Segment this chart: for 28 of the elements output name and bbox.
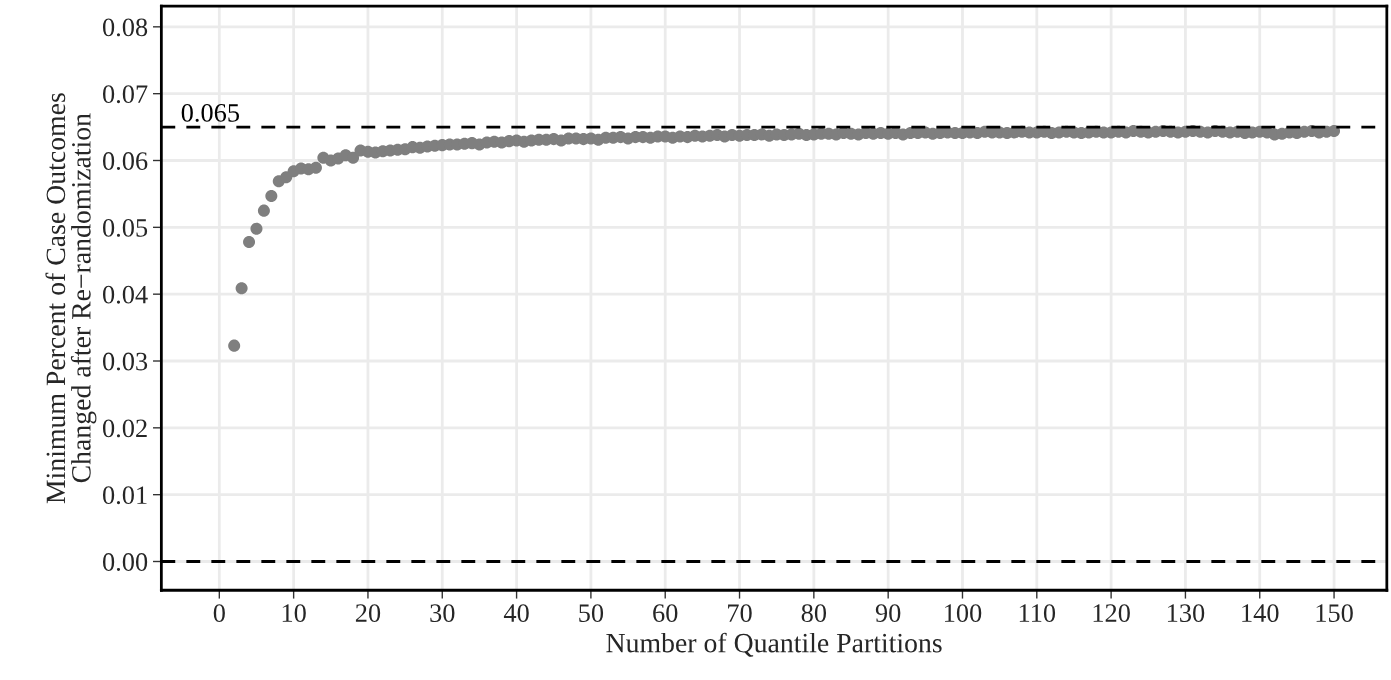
x-tick-label: 40 <box>503 604 529 623</box>
x-axis-title: Number of Quantile Partitions <box>606 632 942 657</box>
x-tick-label: 10 <box>282 604 306 623</box>
x-tick-label: 50 <box>579 604 604 623</box>
x-tick-label: 80 <box>801 604 827 623</box>
y-axis-title: Minimum Percent of Case Outcomes Changed after Re−randomization <box>45 93 97 504</box>
x-tick-label: 150 <box>1316 604 1353 623</box>
x-tick-label: 0 <box>213 604 225 623</box>
x-tick-label: 20 <box>355 604 381 623</box>
y-tick-label: 0.05 <box>102 218 148 237</box>
y-tick-label: 0.02 <box>102 419 147 438</box>
x-tick-label: 140 <box>1242 604 1279 623</box>
x-tick-label: 100 <box>945 604 982 623</box>
x-tick-label: 70 <box>728 604 752 623</box>
y-tick-label: 0.07 <box>102 85 148 104</box>
x-tick-label: 30 <box>430 604 455 623</box>
x-tick-label: 60 <box>653 604 678 623</box>
y-tick-label: 0.06 <box>102 152 148 171</box>
x-tick-label: 90 <box>875 604 901 623</box>
y-tick-label: 0.08 <box>102 18 148 37</box>
y-tick-label: 0.01 <box>102 486 147 505</box>
y-tick-label: 0.03 <box>102 352 148 371</box>
x-tick-label: 120 <box>1093 604 1130 623</box>
y-tick-label: 0.00 <box>102 553 148 572</box>
x-tick-label: 130 <box>1167 604 1205 623</box>
x-tick-label: 110 <box>1019 604 1056 623</box>
ref-line-label: 0.065 <box>181 103 240 122</box>
y-tick-label: 0.04 <box>102 285 148 304</box>
